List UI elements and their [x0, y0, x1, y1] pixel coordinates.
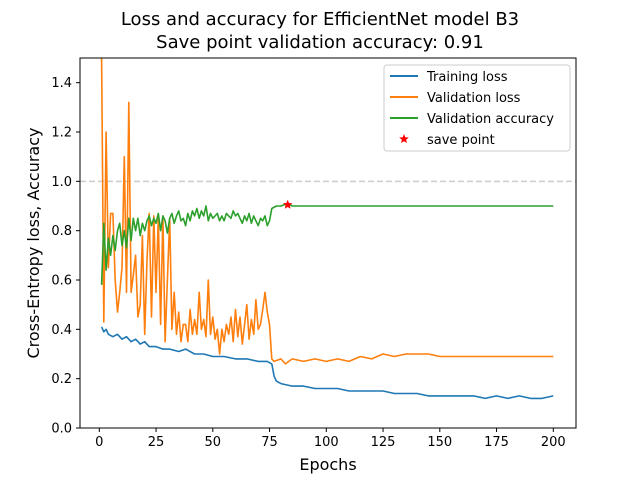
chart-title: Loss and accuracy for EfficientNet model… [120, 9, 520, 30]
y-tick-label: 0.2 [51, 372, 72, 387]
y-tick-label: 0.4 [51, 323, 72, 338]
x-tick-label: 125 [371, 435, 396, 450]
y-tick-label: 0.6 [51, 274, 72, 289]
x-tick-label: 200 [541, 435, 566, 450]
legend-label: Training loss [426, 70, 508, 85]
chart-subtitle: Save point validation accuracy: 0.91 [156, 32, 484, 53]
y-axis-label: Cross-Entropy loss, Accuracy [24, 127, 43, 358]
x-axis: 0 25 50 75 100 125 150 175 200 [95, 428, 566, 450]
x-tick-label: 0 [95, 435, 103, 450]
x-tick-label: 150 [427, 435, 452, 450]
series-line-1 [100, 326, 554, 400]
x-tick-label: 75 [261, 435, 278, 450]
y-tick-label: 0.0 [51, 422, 72, 437]
legend-swatch [399, 134, 409, 143]
marker-layer [283, 199, 293, 209]
legend-label: save point [427, 133, 495, 148]
series-layer [100, 58, 554, 400]
y-tick-label: 1.0 [51, 175, 72, 190]
legend-box [383, 64, 571, 152]
series-line-2 [100, 58, 554, 365]
legend-label: Validation accuracy [427, 112, 554, 127]
y-tick-label: 0.8 [51, 224, 72, 239]
save-point-marker [283, 199, 293, 209]
legend-label: Validation loss [427, 91, 521, 106]
x-tick-label: 100 [314, 435, 339, 450]
y-axis: 0.0 0.2 0.4 0.6 0.8 1.0 1.2 1.4 [51, 76, 80, 437]
legend: Training loss Validation loss Validation a… [383, 64, 571, 152]
x-tick-label: 175 [484, 435, 509, 450]
x-tick-label: 25 [148, 435, 165, 450]
axes-frame [79, 57, 577, 429]
x-axis-label: Epochs [299, 455, 356, 474]
x-tick-label: 50 [205, 435, 222, 450]
series-line-3 [100, 202, 554, 285]
y-tick-label: 1.2 [51, 126, 72, 141]
y-tick-label: 1.4 [51, 76, 72, 91]
